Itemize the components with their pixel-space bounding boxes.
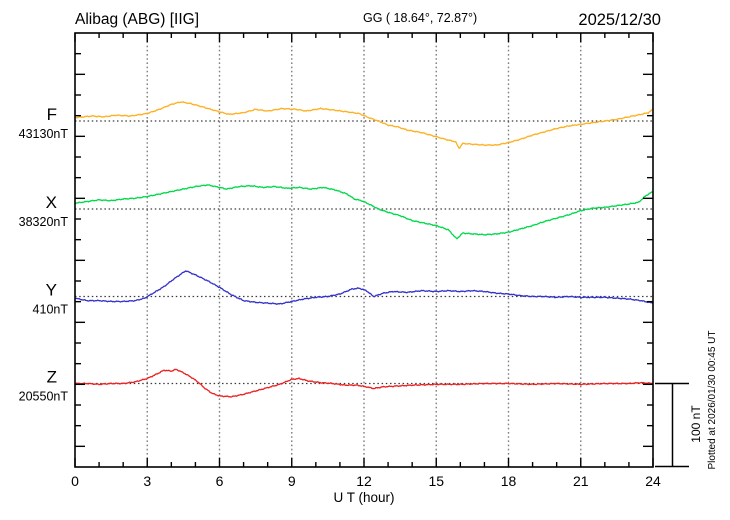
component-basevalue-F: 43130nT: [19, 127, 69, 141]
plot-frame-and-ticks: [74, 32, 654, 468]
geo-coordinates: GG ( 18.64°, 72.87°): [363, 11, 477, 25]
gridlines: [75, 33, 653, 467]
x-tick-label: 9: [288, 473, 296, 489]
x-tick-label: 15: [428, 473, 444, 489]
scale-bar-label: 100 nT: [689, 405, 703, 443]
x-tick-label: 12: [356, 473, 372, 489]
x-tick-label: 18: [501, 473, 517, 489]
trace-Z: [74, 368, 654, 398]
x-axis-label: U T (hour): [333, 490, 394, 505]
component-basevalue-Z: 20550nT: [19, 390, 69, 404]
component-label-F: F: [47, 105, 57, 124]
component-basevalue-X: 38320nT: [19, 215, 69, 229]
trace-X: [74, 184, 654, 240]
component-label-Y: Y: [46, 281, 57, 300]
x-tick-label: 24: [645, 473, 661, 489]
plotted-at-note: Plotted at 2026/01/30 00:45 UT: [707, 331, 718, 470]
trace-F: [74, 101, 654, 149]
trace-Y: [74, 270, 654, 305]
x-tick-label: 6: [216, 473, 224, 489]
component-label-X: X: [46, 193, 57, 212]
axis-and-component-labels: 0 3 6 9 12 15 18 21 24 F 43130nT X 38320nT Y 410nT Z 205…: [19, 105, 661, 489]
x-tick-label: 21: [573, 473, 589, 489]
x-tick-label: 0: [71, 473, 79, 489]
trace-curves: [74, 101, 654, 398]
component-basevalue-Y: 410nT: [33, 303, 69, 317]
plot-border: [74, 32, 654, 468]
plot-date: 2025/12/30: [578, 11, 661, 29]
scale-bar: [655, 382, 689, 468]
x-tick-label: 3: [143, 473, 151, 489]
station-title: Alibag (ABG) [IIG]: [75, 11, 199, 28]
component-label-Z: Z: [47, 368, 57, 387]
